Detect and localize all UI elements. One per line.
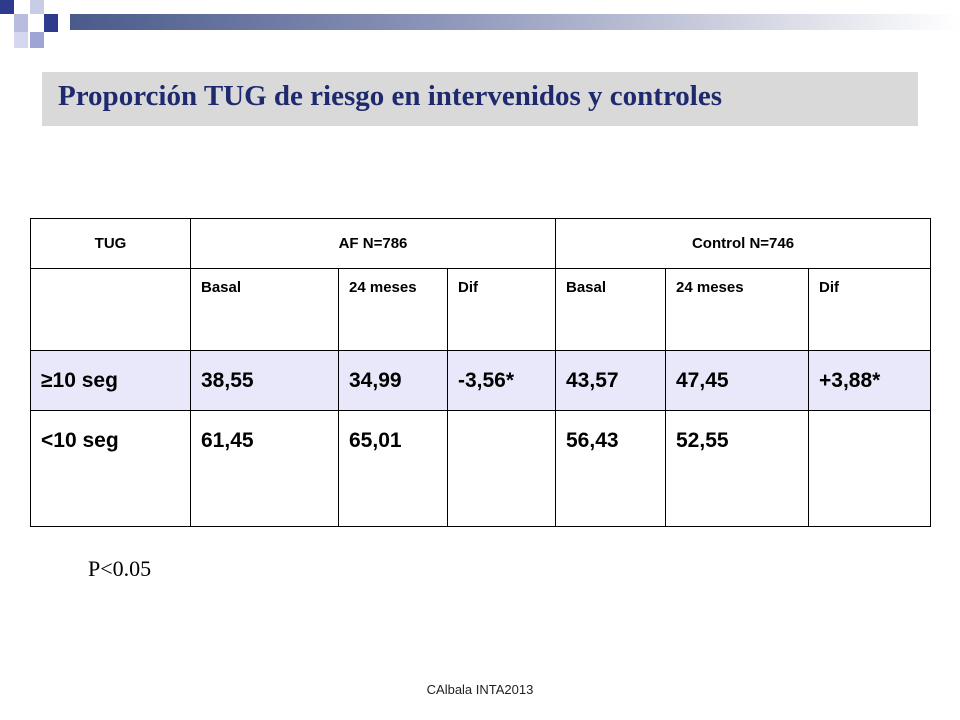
title: Proporción TUG de riesgo en intervenidos…	[58, 80, 723, 112]
table-cell: Basal	[555, 268, 666, 351]
decor	[30, 0, 44, 14]
table-cell: -3,56*	[447, 350, 556, 411]
table-cell: 47,45	[665, 350, 809, 411]
table-cell: +3,88*	[807, 350, 932, 411]
header-cell: AF N=786	[190, 218, 556, 269]
decor	[30, 32, 44, 48]
decor	[14, 32, 28, 48]
table-cell: 65,01	[338, 410, 448, 527]
table-cell: 61,45	[190, 410, 339, 527]
header-cell: TUG	[30, 218, 191, 269]
table-cell: 38,55	[190, 350, 339, 411]
table-cell	[30, 268, 191, 351]
decor	[0, 0, 14, 14]
note: P<0.05	[88, 556, 152, 581]
title-box	[42, 72, 918, 126]
table-cell: Basal	[190, 268, 339, 351]
table-cell: Dif	[447, 268, 556, 351]
table-cell: 24 meses	[338, 268, 448, 351]
table: TUG AF N=786 Control N=746 Basal 24 meses…	[30, 218, 932, 527]
table-cell	[807, 410, 932, 527]
decor-bar	[70, 14, 960, 30]
table-cell	[447, 410, 556, 527]
table-cell: 52,55	[665, 410, 809, 527]
footer: CAlbala INTA2013	[426, 682, 534, 697]
table-cell: 43,57	[555, 350, 666, 411]
table-cell: 34,99	[338, 350, 448, 411]
table-cell: 24 meses	[665, 268, 809, 351]
header-cell: Control N=746	[554, 218, 932, 269]
decor	[14, 14, 28, 32]
table-cell: Dif	[807, 268, 932, 351]
decor	[44, 14, 58, 32]
table-cell: <10 seg	[30, 410, 191, 527]
table-cell: 56,43	[555, 410, 666, 527]
table-cell: ≥10 seg	[30, 350, 191, 411]
